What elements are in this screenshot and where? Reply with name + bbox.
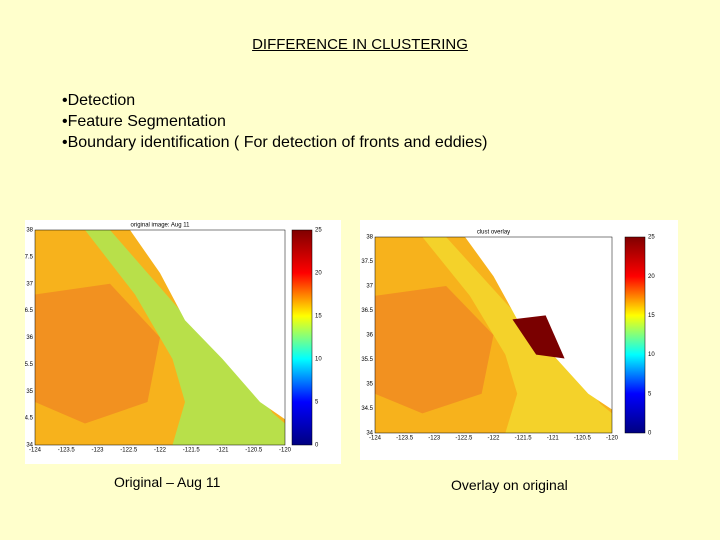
plot-title: original image: Aug 11 xyxy=(131,223,191,229)
y-tick-label: 36 xyxy=(366,333,373,339)
warm-core xyxy=(35,283,160,424)
y-tick-label: 38 xyxy=(26,228,33,234)
x-tick-label: -123 xyxy=(428,436,441,442)
land xyxy=(130,230,285,420)
colorbar-tick-label: 10 xyxy=(648,352,655,358)
y-tick-label: 37 xyxy=(26,281,33,287)
slide-title: DIFFERENCE IN CLUSTERING xyxy=(252,36,468,53)
y-tick-label: 36.5 xyxy=(25,308,34,314)
y-tick-label: 36.5 xyxy=(361,308,373,314)
x-tick-label: -120.5 xyxy=(245,448,263,454)
y-tick-label: 34 xyxy=(26,443,33,449)
x-tick-label: -123.5 xyxy=(396,436,414,442)
colorbar-tick-label: 0 xyxy=(648,431,652,437)
x-tick-label: -121.5 xyxy=(183,448,201,454)
x-tick-label: -120 xyxy=(279,448,292,454)
y-tick-label: 37.5 xyxy=(361,259,373,265)
x-tick-label: -123.5 xyxy=(58,448,76,454)
x-tick-label: -122.5 xyxy=(455,436,473,442)
bullet: •Detection xyxy=(62,92,136,109)
y-tick-label: 35.5 xyxy=(361,357,373,363)
colorbar xyxy=(291,229,313,446)
colorbar-tick-label: 10 xyxy=(315,357,322,363)
bullet: •Feature Segmentation xyxy=(62,113,226,130)
figure: original image: Aug 11 38 37.5 37 36.5 36 35.5… xyxy=(25,220,341,464)
y-tick-label: 35.5 xyxy=(25,362,34,368)
x-tick-label: -124 xyxy=(29,448,42,454)
colorbar-tick-label: 25 xyxy=(315,228,322,234)
bullet: •Boundary identification ( For detection… xyxy=(62,134,488,151)
bullet-list: •Detection •Feature Segmentation •Bounda… xyxy=(62,90,487,153)
y-tick-label: 35 xyxy=(366,382,373,388)
warm-core xyxy=(375,286,494,414)
y-tick-label: 37 xyxy=(366,284,373,290)
x-tick-label: -121 xyxy=(216,448,229,454)
colorbar xyxy=(624,236,646,434)
coastal-water xyxy=(85,230,285,445)
x-tick-label: -121.5 xyxy=(515,436,533,442)
x-tick-label: -124 xyxy=(369,436,382,442)
figure: clust overlay3837.53736.53635.53534.534-… xyxy=(360,220,678,460)
y-tick-label: 38 xyxy=(366,235,373,241)
y-tick-label: 37.5 xyxy=(25,254,34,260)
coastal-water xyxy=(422,237,612,433)
x-tick-label: -121 xyxy=(547,436,560,442)
colorbar-tick-label: 5 xyxy=(315,400,319,406)
y-tick-label: 34.5 xyxy=(361,406,373,412)
y-tick-label: 35 xyxy=(26,389,33,395)
x-tick-label: -122.5 xyxy=(120,448,138,454)
x-tick-label: -122 xyxy=(487,436,500,442)
overlay-cluster xyxy=(512,315,565,359)
x-tick-label: -120 xyxy=(606,436,619,442)
caption: Original – Aug 11 xyxy=(114,474,221,490)
plot-title: clust overlay xyxy=(477,230,510,236)
x-tick-label: -123 xyxy=(91,448,104,454)
caption: Overlay on original xyxy=(451,477,568,493)
colorbar-tick-label: 25 xyxy=(648,235,655,241)
colorbar-tick-label: 0 xyxy=(315,443,319,449)
x-tick-label: -122 xyxy=(154,448,167,454)
y-tick-label: 36 xyxy=(26,335,33,341)
colorbar-tick-label: 20 xyxy=(648,274,655,280)
plot-frame xyxy=(34,229,286,446)
plot-frame xyxy=(374,236,613,434)
y-tick-label: 34 xyxy=(366,431,373,437)
x-tick-label: -120.5 xyxy=(574,436,592,442)
colorbar-tick-label: 15 xyxy=(315,314,322,320)
colorbar-tick-label: 15 xyxy=(648,313,655,319)
colorbar-tick-label: 5 xyxy=(648,391,652,397)
y-tick-label: 34.5 xyxy=(25,416,34,422)
colorbar-tick-label: 20 xyxy=(315,271,322,277)
